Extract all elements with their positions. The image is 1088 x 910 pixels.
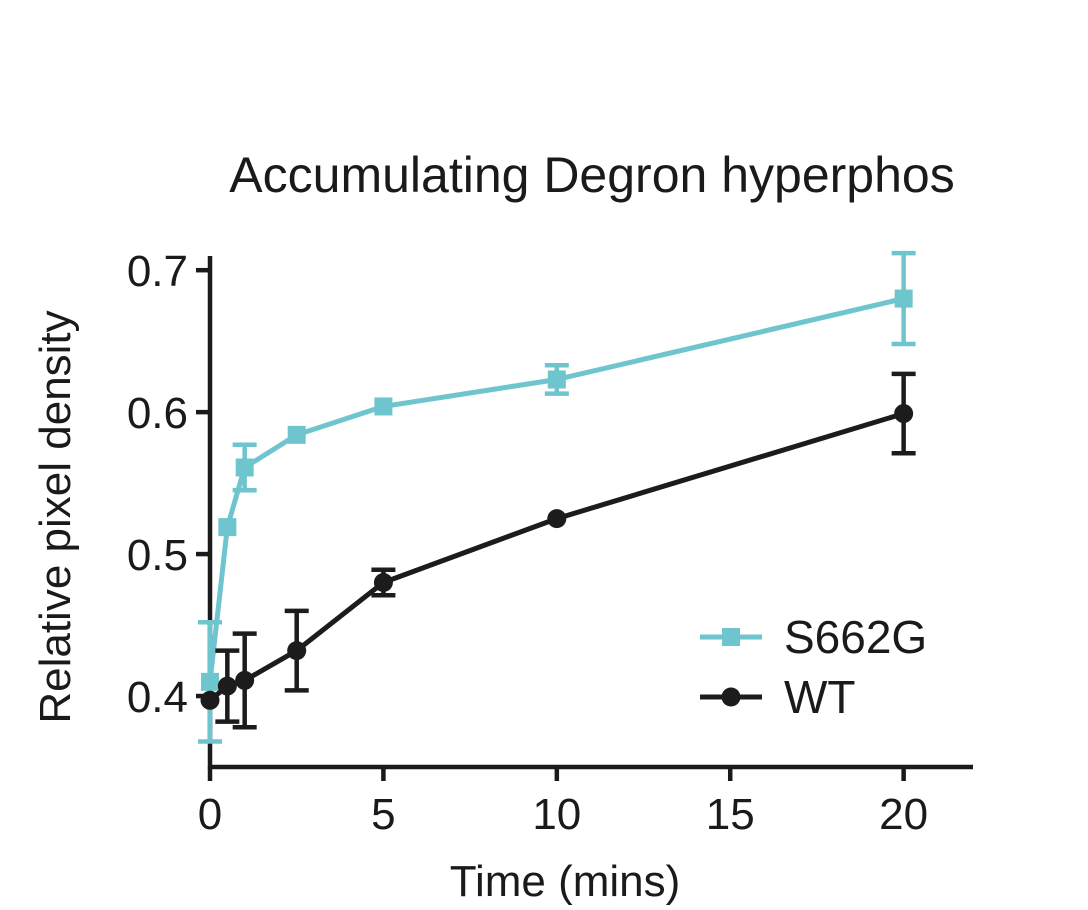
x-tick-label: 5 [371, 790, 395, 839]
data-point [217, 676, 237, 696]
data-point [894, 404, 914, 424]
data-point [287, 641, 307, 661]
x-tick-label: 10 [532, 790, 581, 839]
legend-item: WT [700, 671, 856, 723]
x-tick-label: 20 [879, 790, 928, 839]
legend-label: S662G [784, 611, 927, 663]
data-point [235, 670, 255, 690]
legend-label: WT [784, 671, 856, 723]
data-point [287, 425, 306, 444]
series-s662g [198, 250, 916, 744]
legend: S662G WT [700, 611, 927, 723]
series-wt [200, 371, 916, 730]
x-axis-label: Time (mins) [450, 857, 681, 906]
legend-marker [722, 628, 740, 646]
data-point [373, 572, 393, 592]
legend-item: S662G [700, 611, 927, 663]
y-tick-label: 0.7 [127, 247, 188, 296]
data-point [374, 397, 393, 416]
x-tick-label: 15 [706, 790, 755, 839]
data-point [218, 518, 237, 537]
data-point [547, 509, 567, 529]
data-point [201, 672, 219, 691]
data-point [547, 370, 566, 389]
data-point [235, 458, 254, 477]
axes: 0 5 10 15 20 0.4 0.5 0.6 0.7 [127, 247, 973, 839]
series-layer [198, 250, 916, 744]
y-tick-label: 0.4 [127, 673, 188, 722]
data-point [200, 690, 220, 710]
y-tick-label: 0.5 [127, 531, 188, 580]
legend-marker [721, 687, 741, 707]
x-tick-label: 0 [198, 790, 222, 839]
y-axis-label: Relative pixel density [31, 310, 80, 723]
y-tick-label: 0.6 [127, 389, 188, 438]
chart-title: Accumulating Degron hyperphos [229, 147, 954, 203]
data-point [894, 289, 913, 308]
